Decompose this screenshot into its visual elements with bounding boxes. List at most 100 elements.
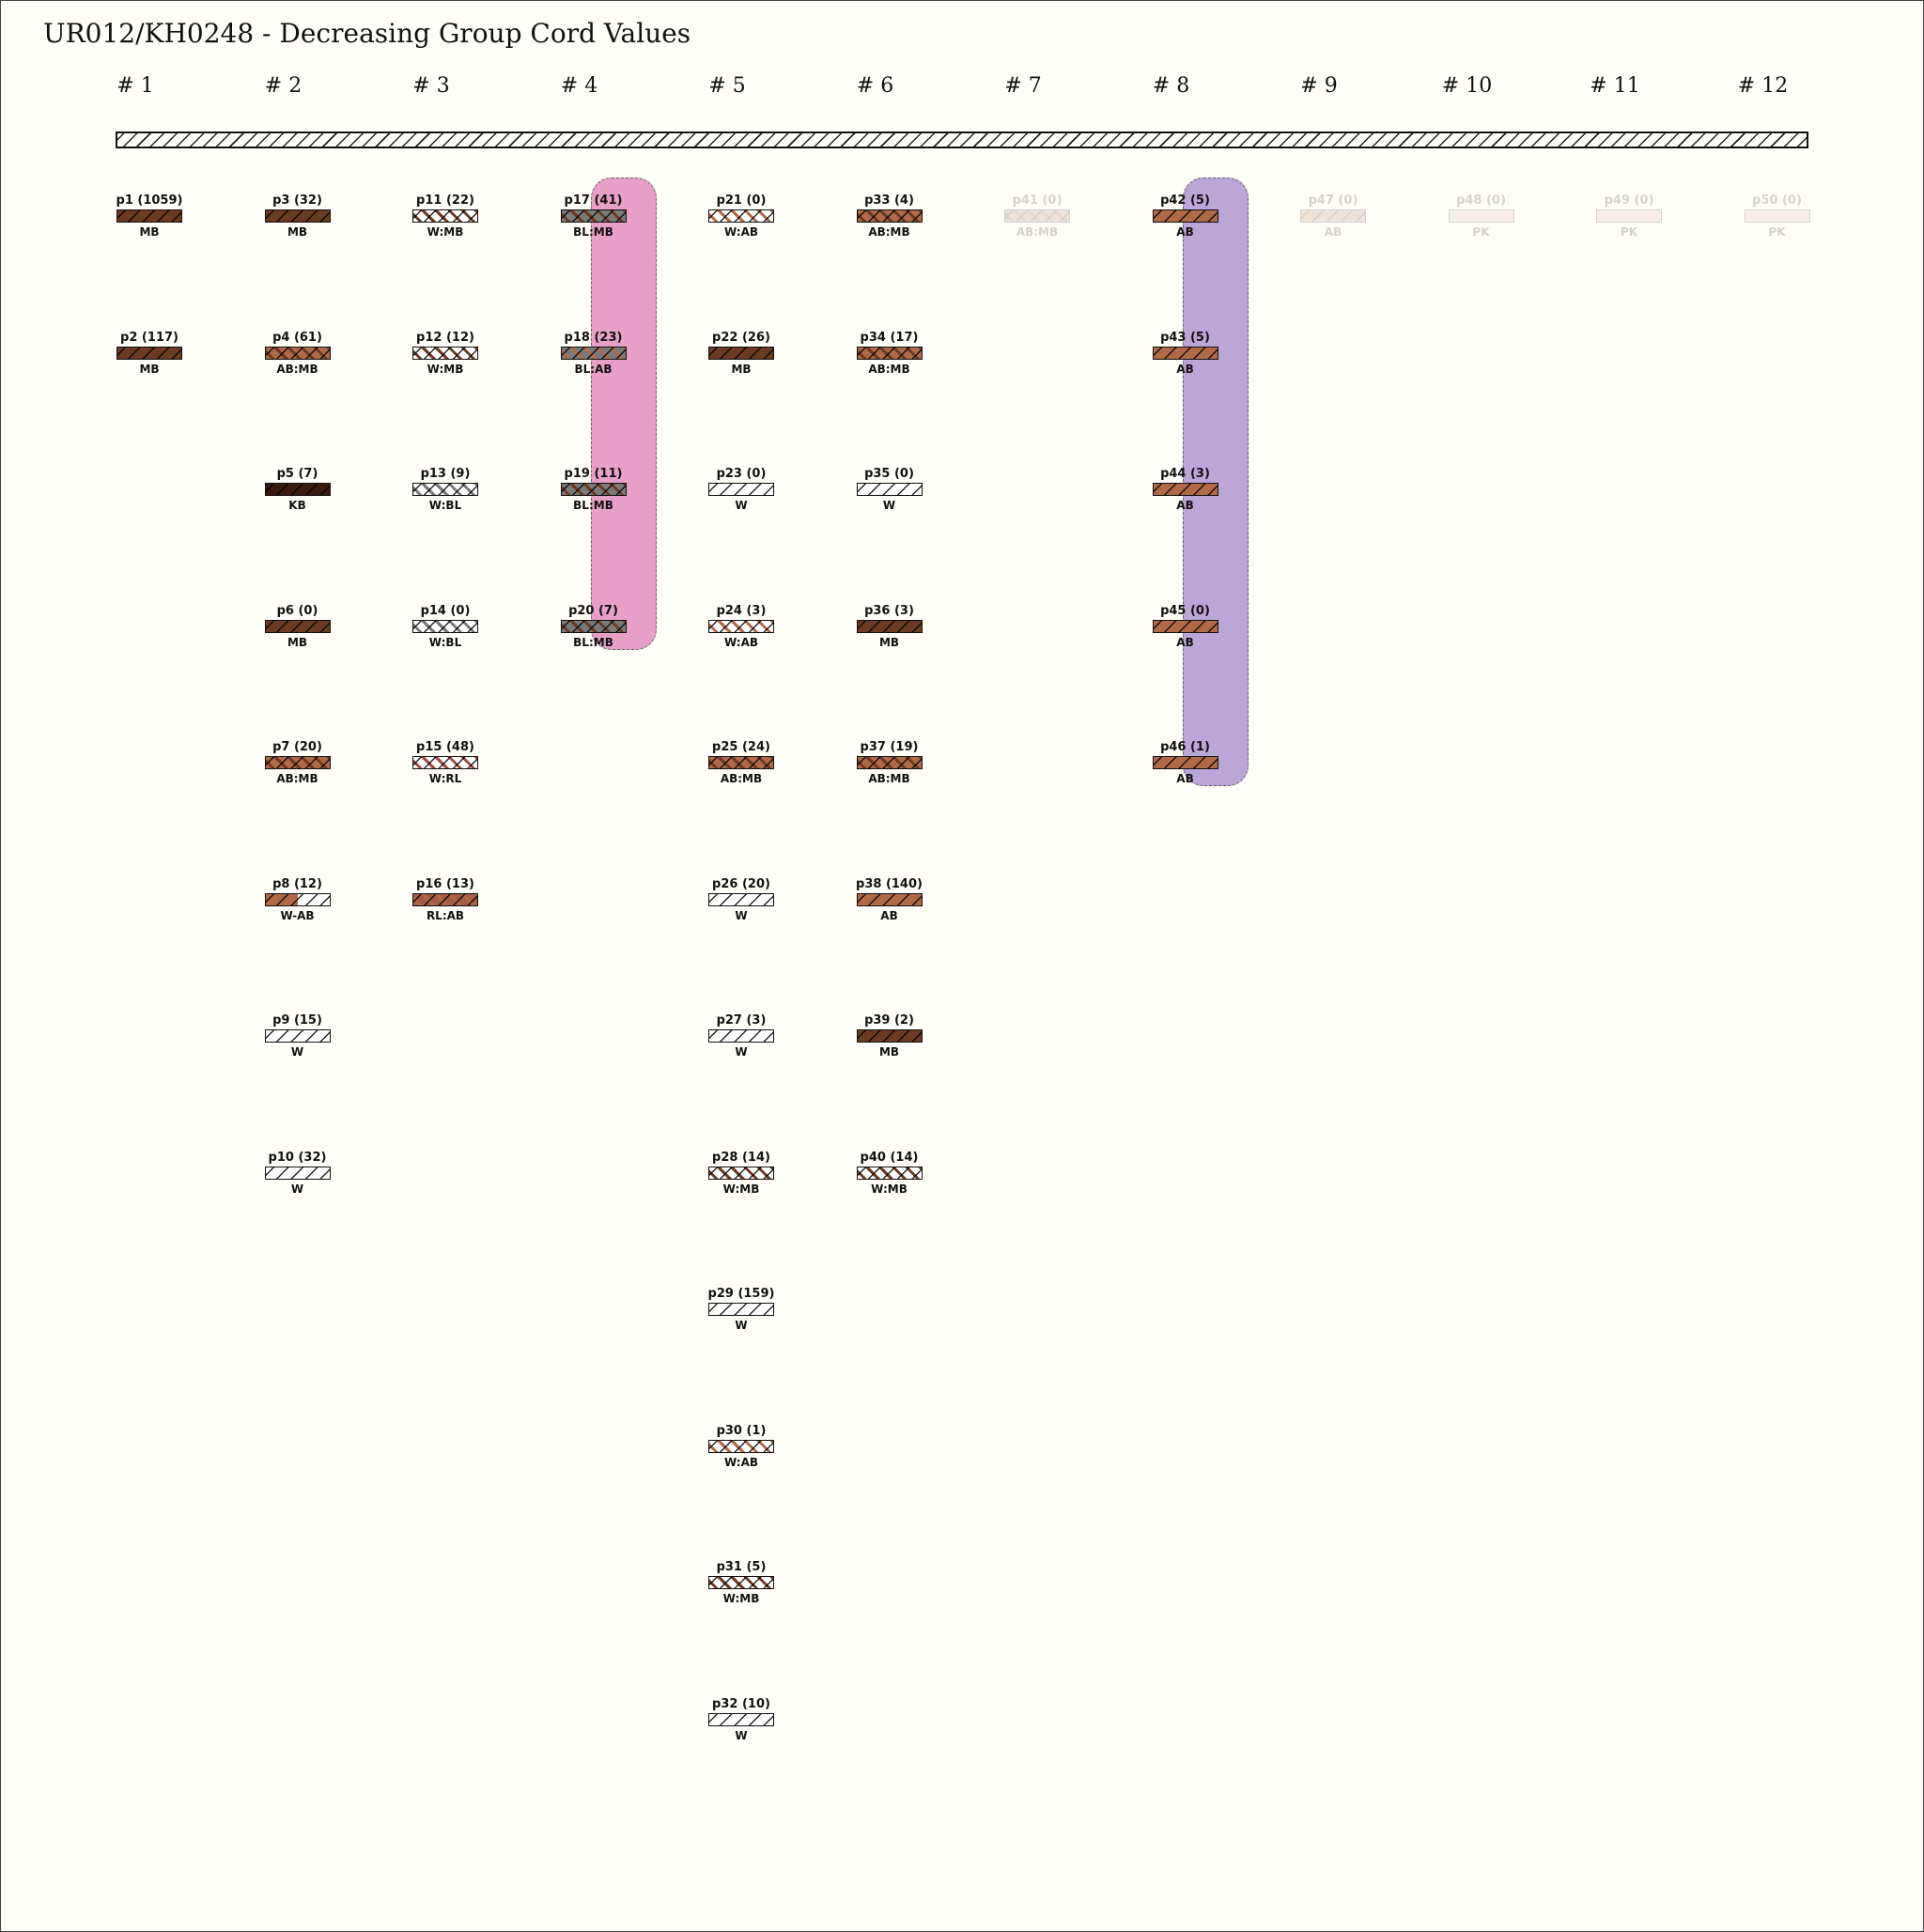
cord-color-bar [708,1576,774,1589]
cord-label: p26 (20) [712,876,770,891]
cord-color-code: W:BL [428,635,462,649]
pendant-cord[interactable]: p3 (32) MB [227,193,368,278]
cord-label: p24 (3) [716,603,767,618]
pendant-cord[interactable]: p29 (159) W [671,1287,812,1371]
pendant-cord[interactable]: p34 (17) AB:MB [819,331,960,415]
cord-color-code: AB [1176,225,1194,239]
pendant-cord[interactable]: p38 (140) AB [819,877,960,962]
cord-color-bar [412,892,478,906]
cord-label: p7 (20) [272,740,322,754]
cord-label: p11 (22) [416,193,474,208]
cord-label: p44 (3) [1160,467,1210,481]
pendant-cord[interactable]: p27 (3) W [671,1013,812,1098]
group-label: # 3 [412,74,450,98]
pendant-cord[interactable]: p12 (12) W:MB [375,331,516,415]
pendant-cord[interactable]: p26 (20) W [671,877,812,962]
cord-color-bar [116,346,182,360]
cord-color-bar [116,209,182,223]
cord-color-bar [412,483,478,496]
cord-color-code: AB [880,908,898,922]
pendant-cord[interactable]: p14 (0) W:BL [375,604,516,688]
cord-color-bar [856,619,923,633]
cord-color-code: AB [1324,225,1342,239]
cord-label: p30 (1) [716,1423,767,1438]
pendant-cord[interactable]: p10 (32) W [227,1151,368,1235]
cord-label: p39 (2) [864,1013,914,1028]
pendant-cord[interactable]: p48 (0) PK [1411,193,1552,278]
pendant-cord[interactable]: p30 (1) W:AB [671,1424,812,1508]
cord-color-code: KB [288,499,306,512]
pendant-cord[interactable]: p1 (1059) MB [79,193,220,278]
pendant-cord[interactable]: p25 (24) AB:MB [671,740,812,825]
cord-color-bar [708,209,774,223]
pendant-cord[interactable]: p21 (0) W:AB [671,193,812,278]
pendant-cord[interactable]: p2 (117) MB [79,331,220,415]
pendant-cord[interactable]: p44 (3) AB [1115,467,1256,551]
pendant-cord[interactable]: p40 (14) W:MB [819,1151,960,1235]
cord-label: p1 (1059) [116,193,183,208]
cord-label: p46 (1) [1160,740,1210,754]
cord-color-code: W [290,1182,304,1196]
cord-color-bar [856,756,923,769]
group-label: # 11 [1590,74,1640,98]
pendant-cord[interactable]: p33 (4) AB:MB [819,193,960,278]
pendant-cord[interactable]: p24 (3) W:AB [671,604,812,688]
cord-label: p31 (5) [716,1560,767,1574]
group-label: # 8 [1152,74,1190,98]
cord-label: p36 (3) [864,603,914,618]
cord-color-bar [856,1029,923,1043]
group-label: # 10 [1441,74,1493,98]
cord-label: p27 (3) [716,1013,767,1028]
pendant-cord[interactable]: p4 (61) AB:MB [227,331,368,415]
cord-label: p42 (5) [1160,193,1210,208]
pendant-cord[interactable]: p15 (48) W:RL [375,740,516,825]
group-label: # 4 [560,74,598,98]
pendant-cord[interactable]: p42 (5) AB [1115,193,1256,278]
pendant-cord[interactable]: p17 (41) BL:MB [523,193,664,278]
cord-label: p32 (10) [712,1696,770,1711]
pendant-cord[interactable]: p49 (0) PK [1559,193,1699,278]
pendant-cord[interactable]: p41 (0) AB:MB [967,193,1108,278]
pendant-cord[interactable]: p43 (5) AB [1115,331,1256,415]
cord-label: p16 (13) [416,876,474,891]
pendant-cord[interactable]: p46 (1) AB [1115,740,1256,825]
pendant-cord[interactable]: p7 (20) AB:MB [227,740,368,825]
pendant-cord[interactable]: p31 (5) W:MB [671,1560,812,1645]
cord-color-bar [1744,209,1810,223]
cord-color-bar [1004,209,1070,223]
cord-color-code: W:AB [723,1455,759,1469]
pendant-cord[interactable]: p36 (3) MB [819,604,960,688]
pendant-cord[interactable]: p19 (11) BL:MB [523,467,664,551]
primary-cord [116,131,1808,148]
group-label: # 12 [1737,74,1789,98]
cord-color-code: MB [878,635,900,649]
cord-label: p35 (0) [864,467,914,481]
pendant-cord[interactable]: p20 (7) BL:MB [523,604,664,688]
cord-color-code: W-AB [280,908,315,922]
pendant-cord[interactable]: p11 (22) W:MB [375,193,516,278]
pendant-cord[interactable]: p28 (14) W:MB [671,1151,812,1235]
cord-label: p40 (14) [860,1150,919,1165]
pendant-cord[interactable]: p45 (0) AB [1115,604,1256,688]
pendant-cord[interactable]: p37 (19) AB:MB [819,740,960,825]
pendant-cord[interactable]: p47 (0) AB [1263,193,1404,278]
pendant-cord[interactable]: p23 (0) W [671,467,812,551]
pendant-cord[interactable]: p6 (0) MB [227,604,368,688]
pendant-cord[interactable]: p32 (10) W [671,1697,812,1782]
cord-label: p43 (5) [1160,330,1210,345]
cord-color-code: W:MB [427,362,464,376]
pendant-cord[interactable]: p8 (12) W-AB [227,877,368,962]
cord-label: p8 (12) [272,876,322,891]
pendant-cord[interactable]: p9 (15) W [227,1013,368,1098]
cord-color-code: BL:MB [573,635,613,649]
pendant-cord[interactable]: p50 (0) PK [1707,193,1848,278]
pendant-cord[interactable]: p39 (2) MB [819,1013,960,1098]
pendant-cord[interactable]: p18 (23) BL:AB [523,331,664,415]
pendant-cord[interactable]: p35 (0) W [819,467,960,551]
cord-color-code: W [735,499,748,512]
pendant-cord[interactable]: p5 (7) KB [227,467,368,551]
pendant-cord[interactable]: p13 (9) W:BL [375,467,516,551]
cord-color-code: W:MB [871,1182,908,1196]
pendant-cord[interactable]: p16 (13) RL:AB [375,877,516,962]
pendant-cord[interactable]: p22 (26) MB [671,331,812,415]
